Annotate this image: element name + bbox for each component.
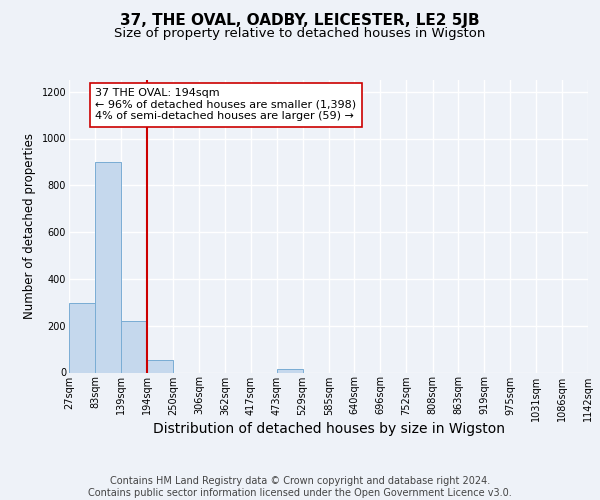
Y-axis label: Number of detached properties: Number of detached properties [23, 133, 36, 320]
Bar [121, 321, 147, 372]
Bar [69, 304, 95, 372]
Bar [95, 162, 121, 372]
Text: 37 THE OVAL: 194sqm
← 96% of detached houses are smaller (1,398)
4% of semi-deta: 37 THE OVAL: 194sqm ← 96% of detached ho… [95, 88, 356, 122]
Bar [147, 360, 173, 372]
Bar [277, 369, 302, 372]
Text: 37, THE OVAL, OADBY, LEICESTER, LE2 5JB: 37, THE OVAL, OADBY, LEICESTER, LE2 5JB [120, 12, 480, 28]
Bar [121, 321, 147, 372]
Text: Distribution of detached houses by size in Wigston: Distribution of detached houses by size … [153, 422, 505, 436]
Text: Contains HM Land Registry data © Crown copyright and database right 2024.
Contai: Contains HM Land Registry data © Crown c… [88, 476, 512, 498]
Bar [69, 304, 95, 372]
Bar [147, 360, 173, 372]
Bar [95, 162, 121, 372]
Text: Size of property relative to detached houses in Wigston: Size of property relative to detached ho… [115, 28, 485, 40]
Bar [277, 369, 302, 372]
